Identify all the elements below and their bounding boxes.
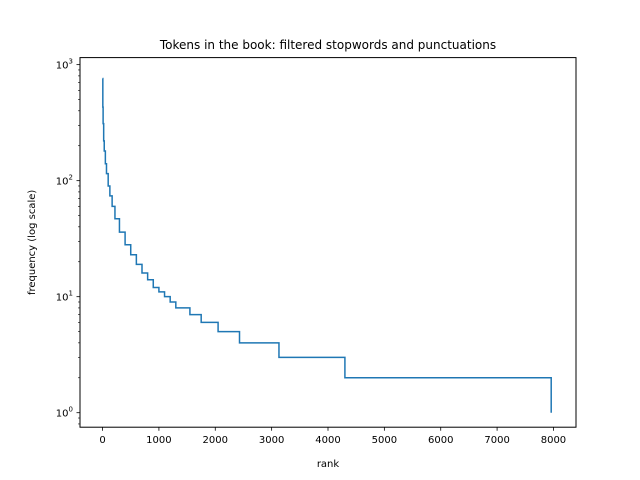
y-tick-label: 101 — [56, 290, 73, 304]
y-tick-label: 102 — [56, 174, 73, 188]
chart-title: Tokens in the book: filtered stopwords a… — [159, 38, 496, 52]
x-tick-label: 4000 — [315, 435, 340, 446]
x-tick-label: 1000 — [146, 435, 171, 446]
y-tick-label: 100 — [56, 406, 73, 420]
y-tick-label: 103 — [56, 58, 73, 72]
x-tick-label: 7000 — [484, 435, 509, 446]
x-tick-label: 0 — [99, 435, 105, 446]
x-axis-label: rank — [317, 459, 340, 470]
x-tick-label: 2000 — [203, 435, 228, 446]
x-tick-label: 5000 — [372, 435, 397, 446]
x-tick-label: 6000 — [428, 435, 453, 446]
x-tick-label: 8000 — [541, 435, 566, 446]
x-tick-label: 3000 — [259, 435, 284, 446]
plot-area — [102, 77, 552, 413]
series-line-0 — [102, 77, 552, 413]
y-axis-label: frequency (log scale) — [27, 190, 38, 295]
plot-frame — [79, 57, 577, 428]
